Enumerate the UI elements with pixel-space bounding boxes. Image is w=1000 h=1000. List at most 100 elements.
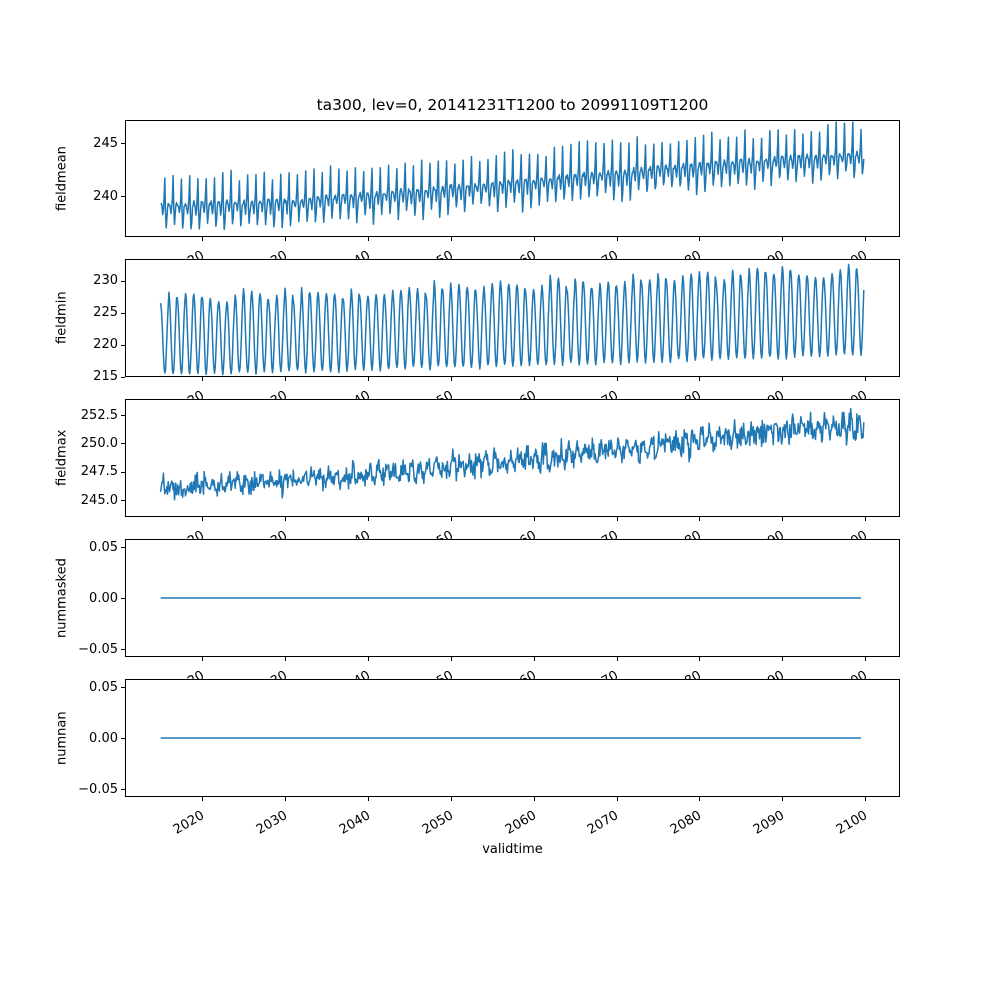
- x-tick: [865, 797, 867, 801]
- x-tick: [616, 797, 618, 801]
- y-tick: [121, 598, 125, 599]
- y-tick-label: 240: [93, 188, 118, 204]
- x-tick: [285, 237, 286, 241]
- y-tick-label: 220: [93, 337, 118, 353]
- x-tick: [285, 797, 286, 801]
- x-tick: [865, 237, 867, 241]
- x-tick: [533, 517, 535, 521]
- y-tick-label: 0.05: [89, 539, 118, 555]
- x-tick: [367, 657, 369, 661]
- x-tick-label: 2070: [585, 808, 622, 838]
- x-tick: [202, 377, 204, 381]
- y-tick: [121, 143, 125, 144]
- series-plot-numnan: [160, 737, 861, 739]
- x-axis-label: validtime: [482, 842, 543, 857]
- x-tick: [782, 517, 784, 521]
- y-tick: [121, 376, 125, 378]
- y-tick-label: 0.05: [89, 679, 118, 695]
- x-tick-label: 2040: [336, 808, 373, 838]
- y-tick: [121, 443, 125, 445]
- x-tick: [616, 517, 618, 521]
- x-tick-label: 2090: [751, 808, 788, 838]
- x-tick: [782, 237, 784, 241]
- series-plot-fieldmean: [160, 121, 865, 231]
- series-plot-nummasked: [160, 597, 861, 599]
- y-axis-title-fieldmin: fieldmin: [54, 291, 70, 345]
- y-tick-label: 247.5: [80, 464, 118, 480]
- x-tick: [533, 657, 535, 661]
- x-tick: [367, 237, 369, 241]
- y-tick-label: 0.00: [89, 590, 118, 606]
- y-tick: [121, 471, 125, 473]
- x-tick: [616, 377, 618, 381]
- x-tick: [533, 377, 535, 381]
- x-tick: [285, 377, 286, 381]
- y-tick: [121, 280, 125, 282]
- y-tick: [121, 738, 125, 739]
- y-tick-label: −0.05: [78, 641, 118, 657]
- y-tick: [121, 547, 125, 548]
- x-tick: [699, 657, 701, 661]
- x-tick: [367, 797, 369, 801]
- series-line-fieldmin: [159, 263, 865, 376]
- x-tick: [782, 797, 784, 801]
- series-line-fieldmax: [159, 407, 865, 501]
- y-tick-label: 230: [93, 273, 118, 289]
- x-tick: [202, 657, 204, 661]
- y-tick-label: −0.05: [78, 781, 118, 797]
- y-tick: [121, 312, 125, 314]
- y-axis-title-numnan: numnan: [54, 711, 70, 765]
- y-axis-title-fieldmean: fieldmean: [54, 146, 70, 211]
- x-tick: [367, 517, 369, 521]
- axes-frame: [125, 399, 900, 517]
- x-tick: [699, 377, 701, 381]
- y-axis-title-fieldmax: fieldmax: [54, 429, 70, 487]
- x-tick: [616, 657, 618, 661]
- x-tick-label: 2100: [834, 808, 871, 838]
- series-plot-fieldmin: [159, 263, 865, 376]
- x-tick: [450, 657, 452, 661]
- x-tick: [699, 237, 701, 241]
- y-tick-label: 0.00: [89, 730, 118, 746]
- y-tick-label: 225: [93, 305, 118, 321]
- x-tick: [202, 237, 204, 241]
- y-tick: [121, 344, 125, 346]
- x-tick: [865, 517, 867, 521]
- series-plot-fieldmax: [159, 407, 865, 501]
- y-tick: [121, 196, 125, 197]
- x-tick: [699, 797, 701, 801]
- x-tick: [450, 797, 452, 801]
- y-tick-label: 252.5: [80, 407, 118, 423]
- x-tick: [616, 237, 618, 241]
- x-tick: [782, 657, 784, 661]
- y-tick: [121, 500, 125, 501]
- x-tick: [450, 517, 452, 521]
- x-tick: [533, 237, 535, 241]
- y-tick-label: 215: [93, 369, 118, 385]
- x-tick: [367, 377, 369, 381]
- x-tick-label: 2020: [170, 808, 208, 838]
- x-tick: [202, 797, 204, 801]
- x-tick-label: 2080: [668, 808, 705, 838]
- x-tick: [285, 517, 286, 521]
- y-tick: [121, 789, 125, 790]
- x-tick: [782, 377, 784, 381]
- x-tick-label: 2060: [502, 808, 539, 838]
- x-tick: [450, 377, 452, 381]
- y-tick-label: 250.0: [80, 435, 118, 451]
- x-tick: [533, 797, 535, 801]
- figure-title: ta300, lev=0, 20141231T1200 to 20991109T…: [316, 96, 709, 114]
- y-tick: [121, 687, 125, 688]
- series-line-fieldmean: [160, 121, 865, 231]
- x-tick: [865, 657, 867, 661]
- x-tick: [450, 237, 452, 241]
- y-tick-label: 245: [93, 135, 118, 151]
- y-tick: [121, 415, 125, 416]
- y-tick: [121, 649, 125, 650]
- y-tick-label: 245.0: [80, 492, 118, 508]
- y-axis-title-nummasked: nummasked: [54, 558, 70, 638]
- x-tick: [699, 517, 701, 521]
- x-tick: [202, 517, 204, 521]
- x-tick: [865, 377, 867, 381]
- x-tick: [285, 657, 286, 661]
